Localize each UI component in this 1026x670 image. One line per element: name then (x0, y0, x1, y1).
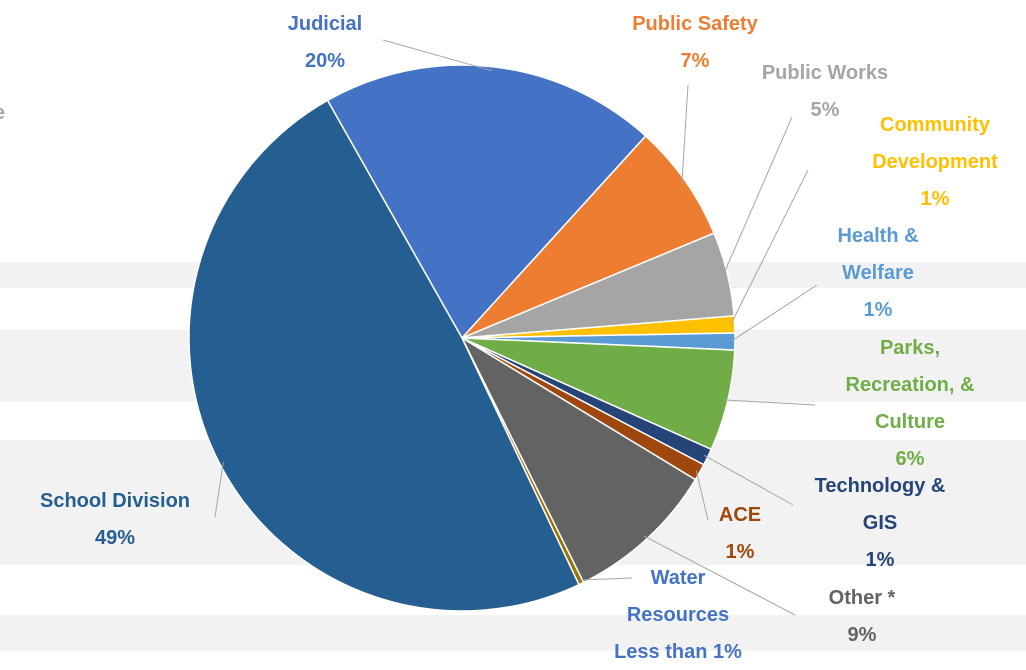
value-label: 1% (865, 549, 895, 571)
value-label: Less than 1% (614, 641, 742, 663)
category-label: Parks, Recreation, & Culture (845, 337, 975, 433)
leader-line (382, 39, 493, 72)
value-label: 5% (810, 99, 840, 121)
slice-label: Parks, Recreation, & Culture 6% (825, 330, 995, 478)
value-label: 7% (680, 50, 710, 72)
leader-line (730, 284, 818, 342)
leader-line (722, 116, 793, 275)
value-label: 9% (847, 624, 877, 646)
value-label: 49% (94, 527, 136, 549)
category-label: Community Development (872, 114, 998, 173)
leader-line (723, 399, 816, 406)
category-label: Technology & GIS (814, 475, 946, 534)
pie-slice (460, 336, 697, 584)
leader-line (730, 169, 809, 325)
pie-slice (326, 64, 647, 340)
slice-label: Public Works 5% (725, 55, 925, 129)
slice-label: Judicial 20% (245, 6, 405, 80)
leader-line (695, 470, 709, 521)
slice-label: Other * 9% (802, 580, 922, 654)
partial-text: e (0, 95, 5, 132)
leader-line (643, 535, 796, 616)
slice-label: School Division 49% (5, 483, 225, 557)
background-band (0, 615, 1026, 651)
slice-label: Technology & GIS 1% (800, 468, 960, 579)
value-label: 1% (725, 541, 755, 563)
leader-line (703, 454, 794, 506)
leader-line (579, 577, 633, 581)
category-label: School Division (39, 490, 191, 512)
slice-label: Health & Welfare 1% (813, 218, 943, 329)
slice-label: Water Resources Less than 1% (603, 560, 753, 670)
pie-slice (461, 134, 716, 339)
slice-label: Community Development 1% (843, 107, 1026, 218)
value-label: 1% (863, 299, 893, 321)
value-label: 6% (895, 448, 925, 470)
leader-line (681, 84, 689, 184)
slice-label: ACE 1% (700, 497, 780, 571)
category-label: Other * (828, 587, 896, 609)
category-label: Public Safety (632, 13, 758, 35)
category-label: Water Resources (626, 567, 730, 626)
category-label: Judicial (287, 13, 363, 35)
leader-line (214, 461, 224, 518)
category-label: ACE (718, 504, 762, 526)
category-label: Health & Welfare (837, 225, 919, 284)
value-label: 20% (304, 50, 346, 72)
value-label: 1% (920, 188, 950, 210)
pie-slice (188, 99, 580, 612)
category-label: Public Works (761, 62, 889, 84)
slice-label: Public Safety 7% (595, 6, 795, 80)
